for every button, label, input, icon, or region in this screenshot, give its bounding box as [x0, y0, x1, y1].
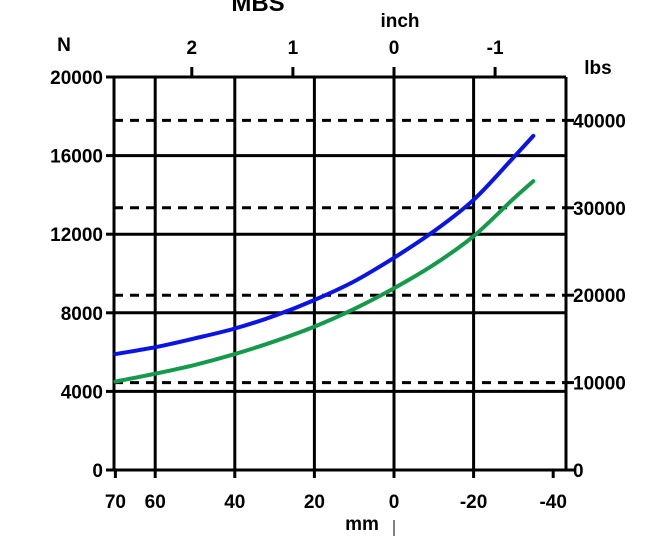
- bottom-tick-label: 40: [224, 492, 245, 513]
- left-axis-unit: N: [57, 35, 71, 56]
- top-tick-label: -1: [487, 38, 504, 59]
- bottom-tick-label: 20: [304, 492, 325, 513]
- left-tick-label: 20000: [50, 68, 103, 89]
- right-tick-label: 20000: [573, 286, 626, 307]
- right-tick-label: 40000: [573, 111, 626, 132]
- chart-title: MBS: [231, 0, 284, 17]
- bottom-tick-label: -40: [539, 492, 566, 513]
- series-lines: [113, 133, 536, 384]
- bottom-tick-label: -20: [460, 492, 487, 513]
- bottom-tick-label: 60: [145, 492, 166, 513]
- top-tick-label: 2: [187, 38, 198, 59]
- axis-labels: MBS inch N lbs mm 0400080001200016000200…: [50, 0, 626, 535]
- left-tick-label: 4000: [61, 382, 103, 403]
- bottom-tick-label: 70: [105, 492, 126, 513]
- left-tick-label: 0: [92, 461, 103, 482]
- right-tick-label: 0: [573, 461, 584, 482]
- left-tick-label: 16000: [50, 147, 103, 168]
- left-tick-label: 12000: [50, 225, 103, 246]
- bottom-tick-label: 0: [389, 492, 400, 513]
- right-tick-label: 30000: [573, 199, 626, 220]
- bottom-axis-unit: mm: [345, 514, 379, 535]
- series-line-2: [113, 179, 536, 384]
- right-tick-label: 10000: [573, 374, 626, 395]
- axes: [106, 67, 574, 536]
- series-line-1: [113, 133, 536, 357]
- grid: [114, 77, 566, 470]
- top-axis-unit: inch: [380, 11, 419, 32]
- right-axis-unit: lbs: [584, 58, 611, 79]
- top-tick-label: 0: [389, 38, 400, 59]
- top-tick-label: 1: [288, 38, 299, 59]
- left-tick-label: 8000: [61, 304, 103, 325]
